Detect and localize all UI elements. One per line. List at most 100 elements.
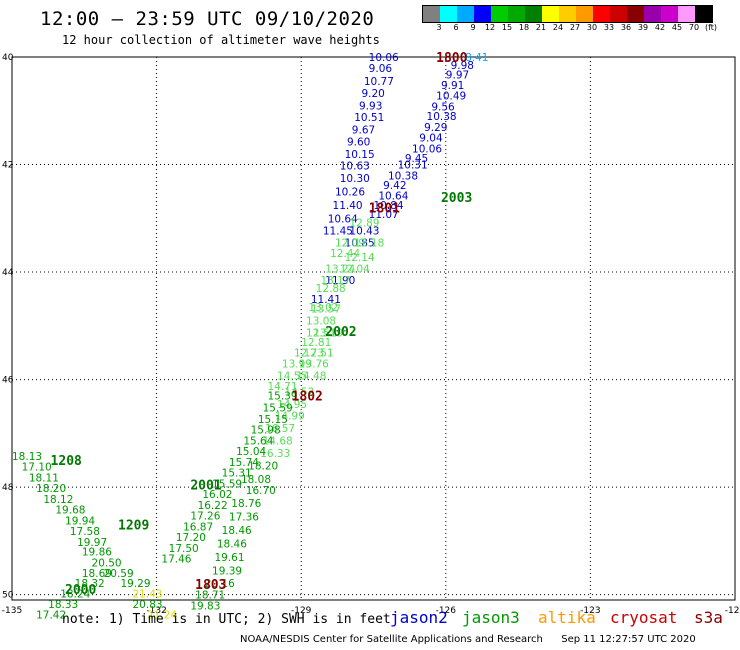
wave-height-label: 10.26 <box>335 186 365 198</box>
color-swatch <box>474 6 491 22</box>
wave-height-label: 9.91 <box>441 80 464 92</box>
wave-height-label: 18.32 <box>75 578 105 590</box>
latitude-label: 42 <box>2 161 13 171</box>
wave-height-label: 9.04 <box>419 133 443 145</box>
satellite-legend-jason3: jason3 <box>462 608 520 627</box>
color-scale-label: 45 <box>671 23 683 32</box>
wave-height-label: 15.59 <box>212 478 242 490</box>
color-swatch <box>542 6 559 22</box>
wave-height-label: 15.64 <box>243 435 273 447</box>
wave-height-label: 15.15 <box>258 414 288 426</box>
wave-height-label: 9.42 <box>383 180 406 192</box>
wave-height-label: 17.58 <box>70 526 100 538</box>
color-swatch <box>661 6 678 22</box>
wave-height-label: 14.99 <box>275 411 305 423</box>
wave-height-label: 18.11 <box>29 472 59 484</box>
satellite-legend-jason2: jason2 <box>390 608 448 627</box>
wave-height-label: 21.43 <box>133 589 163 601</box>
color-swatch <box>508 6 525 22</box>
color-swatch <box>678 6 695 22</box>
color-swatch <box>440 6 457 22</box>
wave-height-label: 11.90 <box>325 275 355 287</box>
latitude-label: 44 <box>2 268 14 278</box>
wave-height-label: 13.02 <box>308 302 338 314</box>
wave-height-label: 16.02 <box>202 489 232 501</box>
wave-height-label: 12.18 <box>354 237 384 249</box>
time-label: 2003 <box>441 191 472 206</box>
wave-height-label: 13.19 <box>313 327 343 339</box>
wave-height-label: 10.30 <box>340 173 370 185</box>
wave-height-label: 9.97 <box>446 70 469 82</box>
wave-height-label: 18.33 <box>48 599 78 611</box>
wave-height-label: 11.41 <box>311 294 341 306</box>
color-swatch <box>423 6 440 22</box>
wave-height-label: 11.07 <box>369 209 399 221</box>
wave-height-label: 9.98 <box>451 60 474 72</box>
wave-height-label: 18.12 <box>43 494 73 506</box>
wave-height-label: 20.59 <box>104 568 134 580</box>
wave-height-label: 20.50 <box>92 557 122 569</box>
color-scale-bar <box>422 5 713 23</box>
wave-height-label: 10.51 <box>354 112 384 124</box>
longitude-label: -123 <box>580 606 600 616</box>
wave-height-label: 9.60 <box>347 136 370 148</box>
footnote: note: 1) Time is in UTC; 2) SWH is in fe… <box>62 612 391 627</box>
wave-height-label: 18.69 <box>82 568 112 580</box>
color-scale-label: 27 <box>569 23 581 32</box>
color-swatch <box>457 6 474 22</box>
wave-height-label: 13.08 <box>306 315 336 327</box>
wave-height-label: 12.88 <box>316 283 346 295</box>
wave-height-label: 15.31 <box>222 468 252 480</box>
wave-height-label: 12.81 <box>301 337 331 349</box>
wave-height-label: 17.10 <box>22 462 52 474</box>
wave-height-label: 18.71 <box>195 590 225 602</box>
time-label: 1209 <box>118 519 149 534</box>
color-swatch <box>644 6 661 22</box>
wave-height-label: 15.04 <box>236 446 266 458</box>
timestamp: Sep 11 12:27:57 UTC 2020 <box>561 634 696 645</box>
wave-height-label: 16.87 <box>183 521 213 533</box>
longitude-label: -120 <box>725 606 740 616</box>
wave-height-label: 9.56 <box>431 101 455 113</box>
color-scale-label: 70 <box>688 23 700 32</box>
wave-height-label: 10.06 <box>412 143 442 155</box>
time-label: 2002 <box>325 325 356 340</box>
longitude-label: -129 <box>291 606 312 616</box>
time-label: 2000 <box>65 583 96 598</box>
credit-line: NOAA/NESDIS Center for Satellite Applica… <box>240 634 696 645</box>
wave-height-label: 10.63 <box>340 161 370 173</box>
wave-height-label: 12.14 <box>345 252 375 264</box>
satellite-legend-s3a: s3a <box>694 608 723 627</box>
wave-height-label: 16.70 <box>246 485 276 497</box>
color-swatch <box>559 6 576 22</box>
color-scale-label: 24 <box>552 23 564 32</box>
wave-height-label: 10.49 <box>436 91 466 103</box>
latitude-label: 48 <box>2 483 14 493</box>
wave-height-label: 17.26 <box>190 511 220 523</box>
wave-height-label: 17.46 <box>161 554 191 566</box>
wave-height-label: 17.20 <box>176 532 206 544</box>
wave-height-label: 17.36 <box>229 512 259 524</box>
wave-height-label: 10.43 <box>349 226 379 238</box>
time-label: 1208 <box>51 454 82 469</box>
latitude-label: 50 <box>2 591 14 601</box>
time-label: 2001 <box>190 478 221 493</box>
time-label: 1803 <box>195 578 226 593</box>
wave-height-label: 14.48 <box>296 370 326 382</box>
wave-height-label: 12.04 <box>340 263 370 275</box>
wave-height-label: 18.76 <box>231 498 261 510</box>
wave-height-label: 18.24 <box>60 589 90 601</box>
wave-height-label: 14.52 <box>284 386 314 398</box>
longitude-label: -126 <box>436 606 457 616</box>
wave-height-label: 10.77 <box>364 76 394 88</box>
color-scale-label: 36 <box>620 23 632 32</box>
wave-height-label: 10.38 <box>388 170 418 182</box>
color-swatch <box>491 6 508 22</box>
wave-height-label: 13.24 <box>325 263 355 275</box>
wave-height-label: 18.08 <box>241 474 271 486</box>
wave-height-label: 10.38 <box>427 111 457 123</box>
color-scale-label: 15 <box>501 23 513 32</box>
color-swatch <box>576 6 593 22</box>
wave-height-label: 18.20 <box>36 483 66 495</box>
